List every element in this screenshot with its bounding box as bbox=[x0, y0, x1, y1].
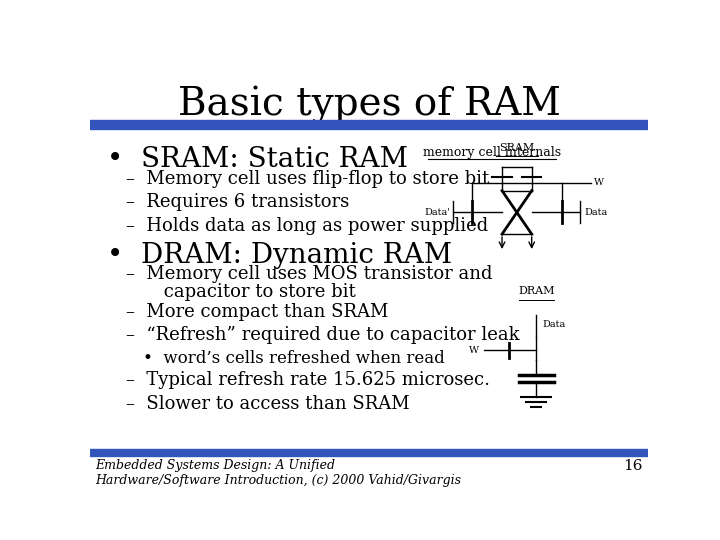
Text: Data': Data' bbox=[425, 208, 451, 217]
Text: –  Typical refresh rate 15.625 microsec.: – Typical refresh rate 15.625 microsec. bbox=[126, 371, 490, 389]
Text: 16: 16 bbox=[623, 459, 642, 473]
Text: SRAM: SRAM bbox=[499, 143, 534, 153]
Text: •  SRAM: Static RAM: • SRAM: Static RAM bbox=[107, 146, 408, 173]
Bar bbox=[90, 449, 648, 456]
Text: –  Slower to access than SRAM: – Slower to access than SRAM bbox=[126, 395, 410, 413]
Text: –  More compact than SRAM: – More compact than SRAM bbox=[126, 302, 389, 321]
Text: W: W bbox=[594, 178, 604, 187]
Text: Data: Data bbox=[585, 208, 608, 217]
Text: Basic types of RAM: Basic types of RAM bbox=[178, 85, 560, 124]
Text: •  word’s cells refreshed when read: • word’s cells refreshed when read bbox=[143, 350, 445, 367]
Text: memory cell internals: memory cell internals bbox=[423, 146, 561, 159]
Text: DRAM: DRAM bbox=[518, 286, 554, 296]
Text: •  DRAM: Dynamic RAM: • DRAM: Dynamic RAM bbox=[107, 241, 452, 268]
Text: W: W bbox=[469, 346, 479, 355]
Text: –  Memory cell uses MOS transistor and: – Memory cell uses MOS transistor and bbox=[126, 265, 492, 283]
Text: –  Memory cell uses flip-flop to store bit: – Memory cell uses flip-flop to store bi… bbox=[126, 170, 490, 187]
Text: capacitor to store bit: capacitor to store bit bbox=[135, 282, 356, 301]
Bar bbox=[90, 120, 648, 129]
Text: –  “Refresh” required due to capacitor leak: – “Refresh” required due to capacitor le… bbox=[126, 326, 520, 345]
Text: Data: Data bbox=[542, 320, 566, 328]
Text: –  Holds data as long as power supplied: – Holds data as long as power supplied bbox=[126, 217, 488, 235]
Text: –  Requires 6 transistors: – Requires 6 transistors bbox=[126, 193, 349, 211]
Text: Embedded Systems Design: A Unified
Hardware/Software Introduction, (c) 2000 Vahi: Embedded Systems Design: A Unified Hardw… bbox=[96, 459, 462, 487]
